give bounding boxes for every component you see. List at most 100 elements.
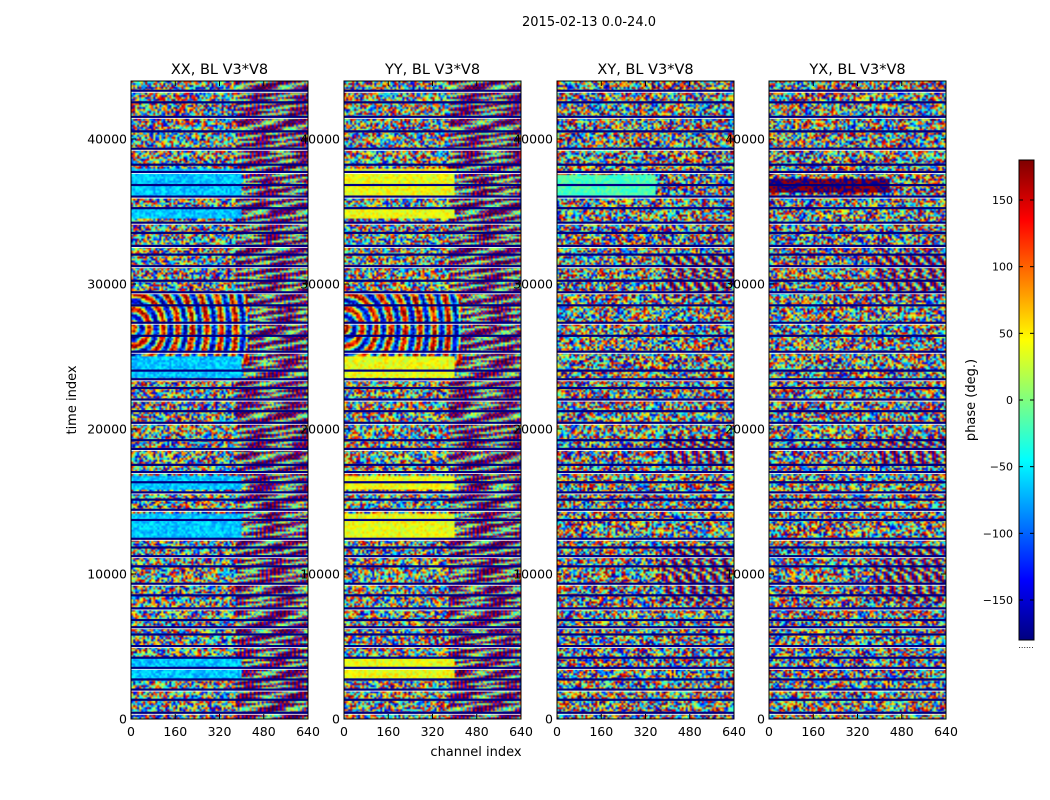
flagged-row bbox=[557, 711, 734, 714]
colorbar: 150 100 50 0 −50 −100 −150 phase (deg.) ...... bbox=[964, 159, 1035, 650]
flagged-row bbox=[131, 439, 308, 442]
gap-row bbox=[131, 91, 308, 93]
flagged-row bbox=[557, 350, 734, 353]
gap-row bbox=[557, 668, 734, 670]
gap-row bbox=[344, 584, 521, 586]
x-tick-label: 640 bbox=[509, 724, 533, 739]
flagged-row bbox=[344, 645, 521, 648]
flagged-row bbox=[769, 115, 946, 118]
flagged-row bbox=[557, 130, 734, 133]
flagged-row bbox=[131, 350, 308, 353]
colorbar-footer: ...... bbox=[1018, 641, 1033, 650]
gap-row bbox=[131, 293, 308, 295]
gap-row bbox=[557, 149, 734, 151]
gap-row bbox=[344, 91, 521, 93]
y-tick-label: 20000 bbox=[513, 422, 553, 437]
gap-row bbox=[557, 584, 734, 586]
flagged-row bbox=[769, 439, 946, 442]
flagged-row bbox=[557, 666, 734, 669]
x-tick-label: 320 bbox=[421, 724, 445, 739]
panel-yy: YY, BL V3*V8 0 160 320 480 640 0 10000 20000 3000… bbox=[300, 62, 533, 739]
flagged-row bbox=[557, 147, 734, 150]
flagged-row bbox=[131, 463, 308, 466]
flagged-row bbox=[344, 698, 521, 701]
flagged-row bbox=[344, 321, 521, 324]
gap-row bbox=[131, 173, 308, 174]
x-tick-label: 0 bbox=[553, 724, 561, 739]
flagged-row bbox=[769, 130, 946, 133]
gap-row bbox=[557, 247, 734, 248]
gap-row bbox=[131, 647, 308, 648]
gap-row bbox=[557, 510, 734, 512]
gap-row bbox=[557, 197, 734, 199]
flagged-row bbox=[131, 253, 308, 256]
flagged-row bbox=[131, 481, 308, 484]
flagged-row bbox=[344, 666, 521, 669]
gap-row bbox=[131, 400, 308, 402]
gap-row bbox=[557, 647, 734, 648]
flagged-row bbox=[344, 115, 521, 118]
flagged-row bbox=[131, 147, 308, 150]
y-tick-label: 10000 bbox=[725, 567, 765, 582]
flagged-row bbox=[769, 147, 946, 150]
gap-row bbox=[344, 493, 521, 495]
gap-row bbox=[769, 473, 946, 474]
y-tick-label: 10000 bbox=[300, 567, 340, 582]
flagged-row bbox=[557, 253, 734, 256]
gap-row bbox=[131, 690, 308, 692]
y-axis-label: time index bbox=[65, 365, 80, 434]
flagged-row bbox=[131, 386, 308, 390]
flagged-row bbox=[131, 221, 308, 224]
gap-row bbox=[769, 91, 946, 93]
flagged-row bbox=[557, 244, 734, 247]
gap-row bbox=[344, 380, 521, 382]
x-tick-label: 480 bbox=[465, 724, 489, 739]
flagged-row bbox=[557, 688, 734, 691]
flagged-row bbox=[557, 421, 734, 424]
flagged-row bbox=[769, 645, 946, 648]
gap-row bbox=[557, 173, 734, 174]
flagged-row bbox=[557, 508, 734, 511]
gap-row bbox=[769, 223, 946, 225]
gap-row bbox=[557, 609, 734, 611]
panel-xx: XX, BL V3*V8 0 160 320 480 640 0 10000 20000 3000… bbox=[87, 62, 320, 739]
flagged-row bbox=[769, 221, 946, 224]
flagged-row bbox=[769, 244, 946, 247]
gap-row bbox=[344, 539, 521, 541]
gap-row bbox=[344, 352, 521, 354]
gap-row bbox=[769, 247, 946, 248]
gap-row bbox=[131, 584, 308, 586]
flagged-row bbox=[344, 253, 521, 256]
gap-row bbox=[557, 473, 734, 474]
flagged-row bbox=[131, 265, 308, 268]
flagged-row bbox=[557, 471, 734, 474]
gap-row bbox=[769, 510, 946, 512]
gap-row bbox=[131, 539, 308, 541]
flagged-row bbox=[344, 244, 521, 247]
colorbar-tick-label: 150 bbox=[992, 194, 1013, 207]
flagged-row bbox=[131, 398, 308, 401]
flagged-row bbox=[131, 183, 308, 187]
y-tick-label: 30000 bbox=[513, 277, 553, 292]
flagged-row bbox=[131, 170, 308, 174]
flagged-row bbox=[344, 170, 521, 174]
flagged-row bbox=[557, 163, 734, 166]
x-tick-label: 480 bbox=[678, 724, 702, 739]
flagged-row bbox=[131, 711, 308, 714]
x-tick-label: 0 bbox=[340, 724, 348, 739]
flagged-row bbox=[769, 565, 946, 568]
flagged-row bbox=[344, 626, 521, 629]
colorbar-label: phase (deg.) bbox=[964, 359, 979, 441]
flagged-row bbox=[769, 183, 946, 187]
flagged-row bbox=[131, 369, 308, 372]
gap-row bbox=[344, 400, 521, 402]
flagged-row bbox=[344, 421, 521, 424]
gap-row bbox=[769, 609, 946, 611]
flagged-row bbox=[344, 163, 521, 166]
flagged-row bbox=[344, 607, 521, 610]
flagged-row bbox=[344, 678, 521, 681]
gap-row bbox=[557, 223, 734, 225]
gap-row bbox=[557, 267, 734, 269]
gap-row bbox=[769, 380, 946, 382]
